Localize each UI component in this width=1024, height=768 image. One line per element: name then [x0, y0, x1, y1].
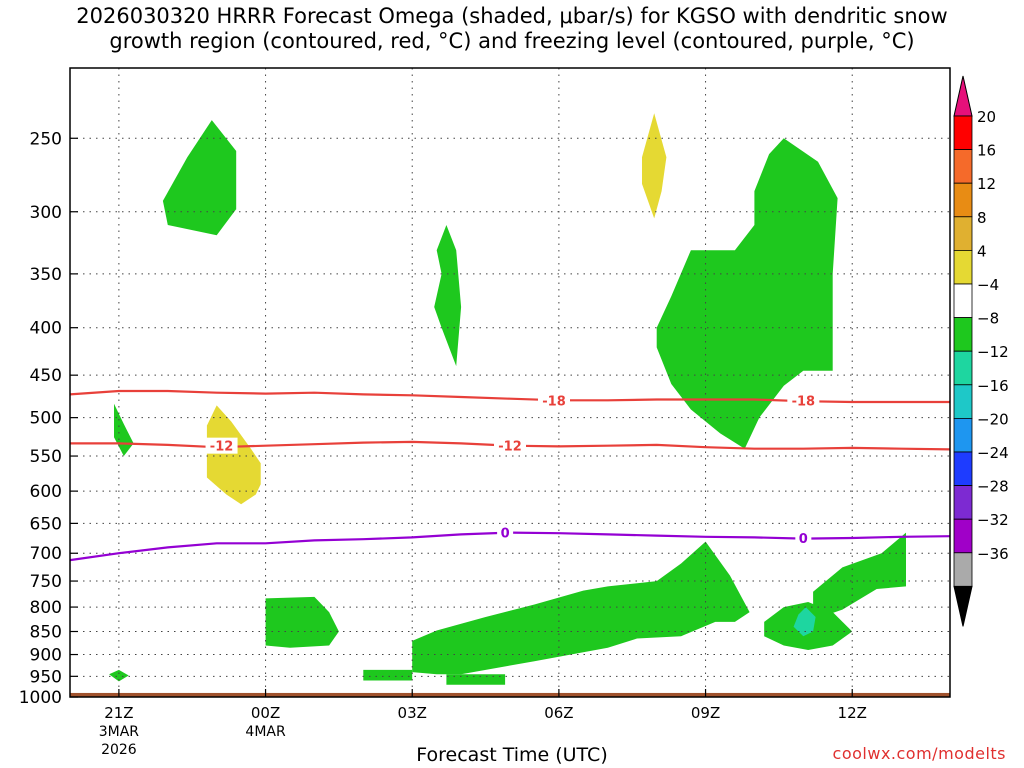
contour-label: -12: [210, 440, 234, 455]
y-tick-label: 750: [30, 572, 62, 592]
y-tick-label: 400: [30, 319, 62, 339]
colorbar-top-arrow: [953, 75, 973, 117]
omega-region-10: [793, 607, 816, 637]
x-tick-sublabel: 3MAR: [99, 724, 140, 740]
contour-label: -18: [792, 394, 816, 409]
y-tick-label: 250: [30, 129, 62, 149]
contour-label: -12: [498, 440, 522, 455]
x-tick-label: 09Z: [691, 704, 720, 722]
y-tick-label: 850: [30, 622, 62, 642]
colorbar-swatch: [953, 518, 973, 554]
colorbar-label: −28: [977, 478, 1009, 496]
y-tick-label: 550: [30, 447, 62, 467]
colorbar-swatch: [953, 216, 973, 251]
contour-label-bg: [787, 392, 820, 409]
contour-label: 0: [799, 532, 808, 547]
omega-region-4: [265, 596, 339, 648]
plot-frame: [69, 67, 951, 698]
y-tick-label: 300: [30, 203, 62, 223]
omega-region-6: [363, 669, 413, 681]
grid-lines: [70, 68, 950, 697]
y-tick-label: 450: [30, 366, 62, 386]
y-tick-label: 950: [30, 667, 62, 687]
contour-label: 0: [501, 527, 510, 542]
colorbar-swatch: [953, 115, 973, 150]
x-tick-label: 00Z: [251, 704, 280, 722]
y-tick-label: 650: [30, 514, 62, 534]
omega-region-11: [109, 669, 129, 682]
colorbar-swatch: [953, 451, 973, 486]
colorbar-swatch: [953, 283, 973, 318]
omega-region-0: [162, 120, 237, 236]
colorbar-label: −8: [977, 310, 999, 328]
omega-region-2: [656, 138, 838, 449]
colorbar-label: −24: [977, 444, 1009, 462]
x-tick-sublabel: 2026: [101, 742, 137, 758]
terrain: [70, 692, 950, 697]
colorbar-label: −4: [977, 276, 999, 294]
y-tick-label: 800: [30, 598, 62, 618]
colorbar-label: −36: [977, 545, 1009, 563]
colorbar-swatch: [953, 384, 973, 419]
y-tick-label: 500: [30, 409, 62, 429]
colorbar-label: 16: [977, 142, 996, 160]
y-tick-label: 1000: [19, 688, 62, 708]
terrain-fill: [70, 692, 950, 697]
contour-label-bg: [538, 392, 570, 409]
omega-regions: [109, 113, 906, 685]
colorbar-label: −16: [977, 377, 1009, 395]
y-tick-label: 900: [30, 646, 62, 666]
colorbar: 20 16 12 8 4 −4 −8 −12 −16 −20 −24 −28 −32 −36: [953, 75, 1009, 627]
colorbar-swatch: [953, 350, 973, 386]
omega-region-12: [642, 113, 667, 219]
colorbar-swatch: [953, 552, 973, 587]
omega-region-1: [434, 225, 462, 367]
contour-label-bg: [497, 524, 514, 541]
contour-label-bg: [795, 529, 812, 546]
x-axis: 21Z 3MAR 2026 00Z 4MAR 03Z 06Z 09Z 12Z: [99, 689, 867, 758]
colorbar-label: −32: [977, 511, 1009, 529]
colorbar-label: 8: [977, 209, 987, 227]
credit-text: coolwx.com/modelts: [832, 744, 1006, 763]
contour-label-bg: [205, 437, 238, 454]
x-tick-label: 06Z: [544, 704, 573, 722]
colorbar-swatch: [953, 417, 973, 453]
chart-title-line-1: 2026030320 HRRR Forecast Omega (shaded, …: [76, 4, 948, 28]
x-tick-label: 03Z: [398, 704, 427, 722]
colorbar-swatch: [953, 149, 973, 184]
colorbar-swatch: [953, 485, 973, 520]
colorbar-label: 4: [977, 242, 987, 260]
colorbar-label: 20: [977, 108, 996, 126]
chart-title-line-2: growth region (contoured, red, °C) and f…: [109, 29, 915, 53]
omega-region-13: [206, 405, 261, 505]
x-axis-label: Forecast Time (UTC): [416, 744, 608, 766]
colorbar-label: 12: [977, 175, 996, 193]
colorbar-label: −20: [977, 410, 1009, 428]
omega-region-5: [412, 541, 750, 675]
x-tick-label: 21Z: [104, 704, 133, 722]
x-tick-label: 12Z: [838, 704, 867, 722]
x-tick-sublabel: 4MAR: [245, 724, 286, 740]
colorbar-swatch: [953, 317, 973, 352]
colorbar-bottom-arrow: [953, 585, 973, 627]
chart-title: 2026030320 HRRR Forecast Omega (shaded, …: [0, 4, 1024, 54]
y-tick-label: 350: [30, 265, 62, 285]
omega-region-7: [446, 674, 506, 685]
colorbar-swatch: [953, 182, 973, 218]
contour-lines: -18 -18 -12 -12 0 0: [69, 389, 951, 562]
contour-label-bg: [494, 437, 526, 454]
colorbar-label: −12: [977, 343, 1009, 361]
contour-label: -18: [542, 394, 566, 409]
y-tick-label: 600: [30, 482, 62, 502]
colorbar-swatch: [953, 249, 973, 285]
y-tick-label: 700: [30, 544, 62, 564]
y-axis: 250 300 350 400 450 500 550 600 650 700 750 800 850 9…: [19, 129, 78, 708]
